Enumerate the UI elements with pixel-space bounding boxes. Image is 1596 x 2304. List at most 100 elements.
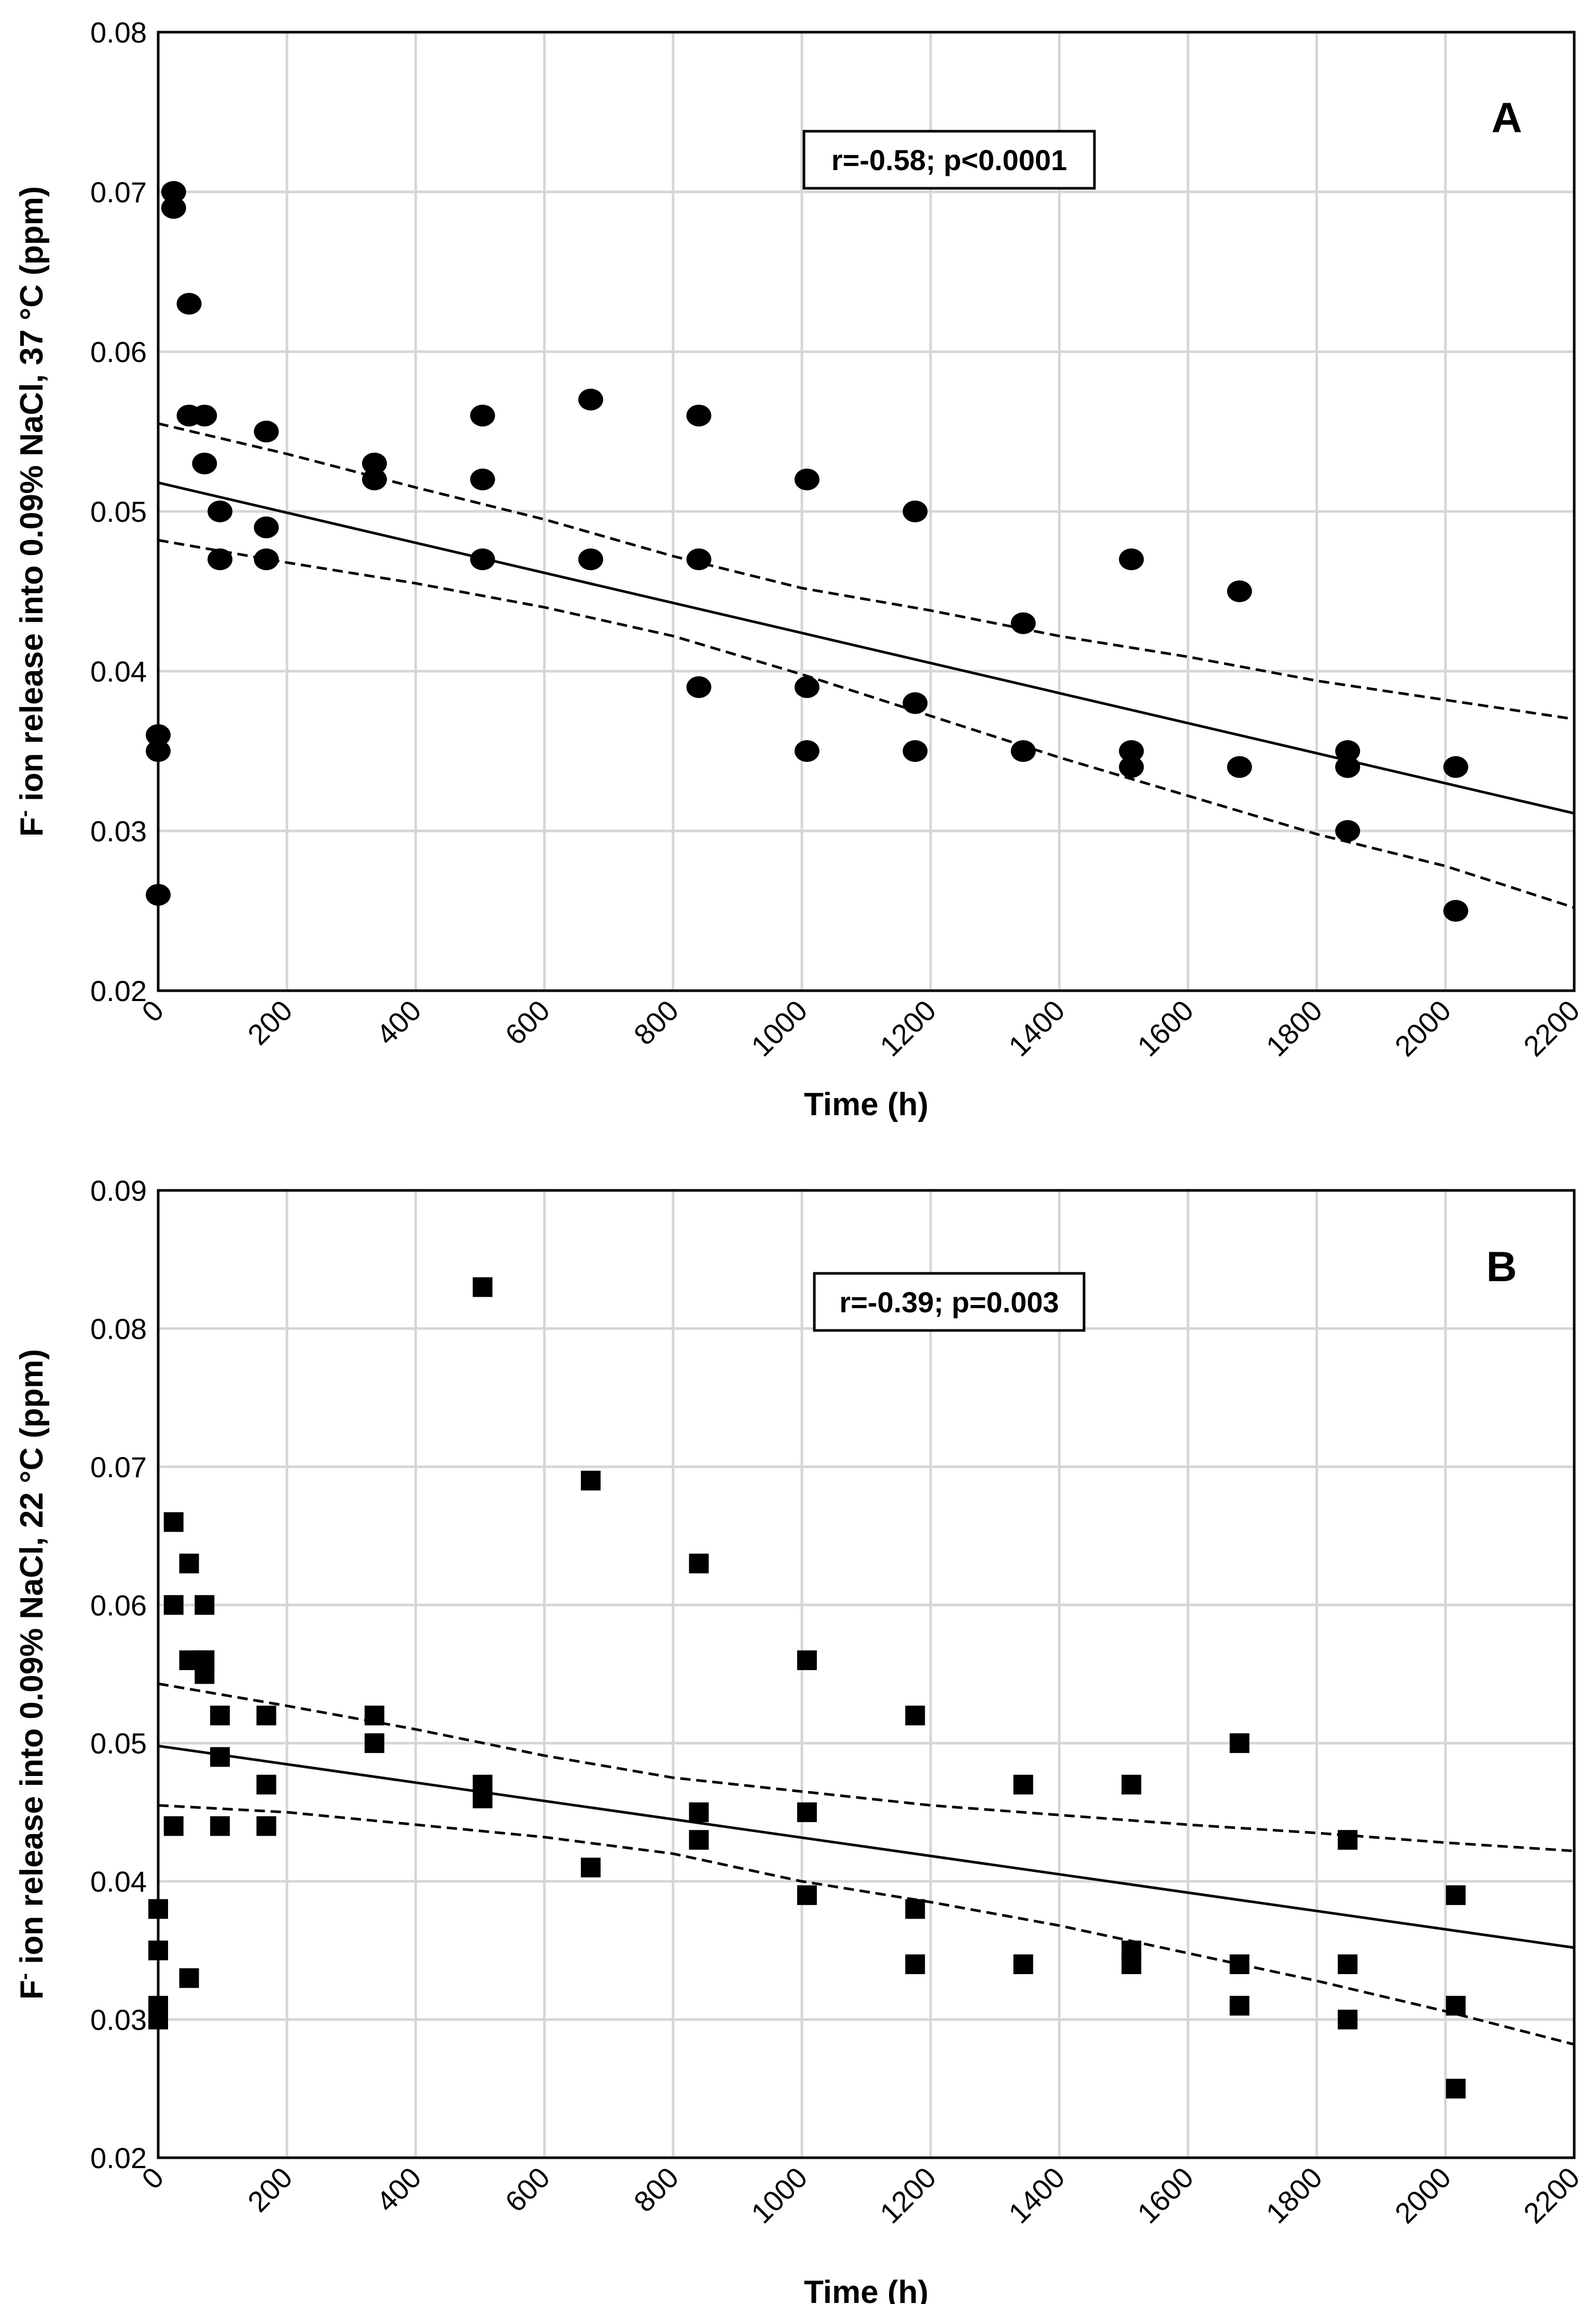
panel-b-x-tick-label: 400 [370,2161,427,2218]
panel-a: 0.020.030.040.050.060.070.080 200 400 600 80… [13,16,1586,1122]
panel-a-annotation-box [802,130,1096,190]
panel-a-x-tick-label: 1000 [745,994,814,1063]
panel-b-data-point [797,1650,817,1670]
panel-a-y-tick-label: 0.02 [90,975,147,1007]
panel-a-y-tick-label: 0.03 [90,815,147,848]
panel-b-data-point [195,1595,215,1615]
panel-b-data-point [195,1650,215,1670]
panel-b-data-point [905,1705,925,1726]
panel-b-data-point [179,1553,199,1574]
panel-b-x-tick-label: 800 [628,2161,685,2218]
panel-a-data-point [686,405,712,427]
panel-b-data-point [163,1512,184,1532]
panel-b-x-tick-label: 1800 [1259,2161,1328,2230]
panel-a-data-point [1335,740,1361,762]
panel-a-confidence-upper [158,422,1575,720]
panel-b-data-point [1338,1830,1358,1850]
panel-b-data-point [1446,1885,1466,1905]
panel-a-x-tick-label: 2200 [1517,994,1586,1063]
panel-b-x-tick-label: 2000 [1389,2161,1458,2230]
panel-b-data-point [905,1954,925,1974]
panel-a-data-point [470,405,495,427]
panel-b-x-tick-label: 1000 [745,2161,814,2230]
panel-a-x-tick-label: 1200 [873,994,942,1063]
panel-a-data-point [254,516,279,538]
panel-b-data-point [210,1705,230,1726]
panel-a-x-axis-label: Time (h) [804,1087,928,1122]
panel-b-data-point [256,1774,276,1795]
panel-b-data-point [1446,1995,1466,2016]
panel-b-x-tick-label: 1200 [873,2161,942,2230]
panel-b-data-point [256,1705,276,1726]
panel-a-data-point [470,468,495,491]
panel-b-axes-frame [157,1189,1576,2159]
panel-b-data-point [163,1816,184,1836]
panel-a-data-point [161,197,186,219]
panel-a-data-point [362,452,387,475]
panel-a-annotation-text: r=-0.58; p<0.0001 [831,144,1067,176]
panel-a-x-tick-label: 600 [498,994,556,1051]
panel-b-data-point [689,1802,709,1822]
panel-b-x-axis-label: Time (h) [804,2274,928,2304]
panel-b-x-tick-label: 200 [241,2161,299,2218]
panel-a-x-tick-label: 1600 [1131,994,1200,1063]
panel-a-regression-line [158,481,1575,815]
panel-b: 0.020.030.040.050.060.070.080.090 200 400 6… [13,1174,1586,2304]
panel-b-data-point [256,1816,276,1836]
panel-a-data-point [207,501,233,522]
panel-a-data-point [1335,820,1361,842]
panel-b-y-tick-label: 0.06 [90,1589,147,1621]
panel-b-data-point [580,1470,601,1491]
panel-b-y-tick-label: 0.04 [90,1865,147,1898]
panel-a-x-tick-label: 400 [370,994,427,1051]
panel-b-data-point [1338,1954,1358,1974]
panel-b-data-point [689,1830,709,1850]
panel-b-data-point [1446,2078,1466,2099]
panel-b-letter: B [1486,1243,1517,1290]
panel-a-x-tick-label: 1800 [1259,994,1328,1063]
panel-a-data-point [794,468,820,491]
panel-b-data-point [364,1733,384,1753]
panel-b-data-point [797,1802,817,1822]
panel-b-y-axis-label: F- ion release into 0.09% NaCl, 22 °C (p… [13,1349,50,2000]
panel-a-data-point [1119,548,1144,571]
panel-a-data-point [1010,740,1036,762]
panel-a-data-point [903,740,928,762]
panel-b-confidence-lower [158,1804,1575,2046]
panel-b-data-point [1229,1995,1250,2016]
panel-a-data-point [794,740,820,762]
panel-a-data-point [903,501,928,522]
panel-a-y-axis-label: F- ion release into 0.09% NaCl, 37 °C (p… [13,186,50,837]
panel-b-data-point [163,1595,184,1615]
panel-a-y-tick-label: 0.08 [90,16,147,49]
panel-a-data-point [254,421,279,442]
panel-b-annotation-text: r=-0.39; p=0.003 [839,1286,1059,1318]
panel-b-y-tick-label: 0.07 [90,1451,147,1483]
panel-b-data-point [210,1747,230,1767]
panel-a-data-point [1227,756,1252,778]
panel-a-data-point [254,548,279,571]
panel-b-y-tick-label: 0.03 [90,2004,147,2036]
panel-b-y-tick-label: 0.02 [90,2142,147,2174]
panel-a-x-tick-label: 800 [628,994,685,1051]
panel-b-data-point [1013,1774,1033,1795]
panel-b-data-point [179,1968,199,1988]
panel-a-data-point [207,548,233,571]
panel-a-data-point [1335,756,1361,778]
panel-a-data-point [192,405,217,427]
panel-a-data-point [161,181,186,203]
panel-b-data-point [689,1553,709,1574]
panel-b-annotation-box [813,1272,1086,1332]
panel-b-data-point [210,1816,230,1836]
panel-b-x-tick-label: 600 [498,2161,556,2218]
panel-a-data-point [176,293,202,315]
panel-a-data-point [686,676,712,698]
panel-a-data-point [1010,612,1036,634]
panel-b-data-point [1338,2009,1358,2030]
panel-a-y-tick-label: 0.06 [90,336,147,368]
panel-b-data-point [1121,1954,1142,1974]
panel-a-data-point [1443,756,1468,778]
panel-b-x-tick-label: 1400 [1002,2161,1071,2230]
panel-a-data-point [578,548,603,571]
